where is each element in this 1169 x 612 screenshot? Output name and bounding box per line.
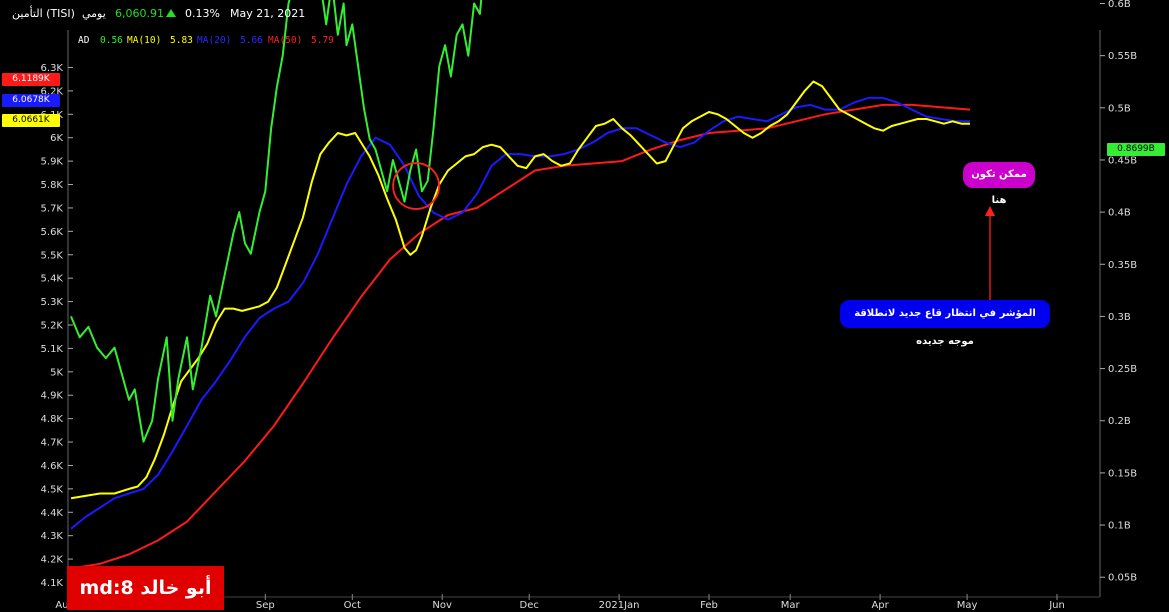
right-axis: 0.05B 0.1B 0.15B 0.2B 0.25B 0.3B 0.35B 0.4B 0.45…	[1100, 0, 1137, 584]
ma10-price-tag: 6.0661K	[2, 114, 60, 127]
series-line-ma20	[70, 96, 970, 530]
callout-possible-here: ممكن تكون هنا	[963, 162, 1035, 206]
left-tick-label: 5.8K	[41, 180, 64, 191]
left-tick-label: 4.5K	[41, 484, 64, 495]
annotation-circles	[392, 162, 441, 210]
price-value: 6,060.91	[115, 7, 164, 20]
legend-ma10-label: MA(10)	[127, 35, 162, 46]
date-label: May 21, 2021	[230, 7, 306, 20]
x-axis: Sep Oct Nov Dec 2021Jan Feb Mar Apr May Jun Aug	[55, 594, 1065, 611]
legend-ma20-label: MA(20)	[197, 35, 232, 46]
series-lines	[70, 0, 971, 570]
x-tick-label: Dec	[520, 600, 539, 611]
up-arrow-icon	[166, 9, 176, 17]
annotation-circle-red	[392, 162, 441, 210]
left-tick-label: 5.5K	[41, 250, 64, 261]
right-tick-label: 0.3B	[1108, 312, 1131, 323]
left-tick-label: 5.1K	[41, 344, 64, 355]
x-tick-label: 2021Jan	[599, 600, 640, 611]
x-tick-label: Feb	[700, 600, 718, 611]
annotation-arrow-head	[985, 206, 995, 216]
right-tick-label: 0.1B	[1108, 521, 1131, 532]
ma50-price-tag: 6.1189K	[2, 73, 60, 86]
x-tick-label: Jun	[1048, 600, 1065, 611]
x-tick-label: May	[957, 600, 978, 611]
left-tick-label: 6K	[50, 133, 63, 144]
author-watermark: md:8 أبو خالد	[67, 566, 224, 610]
ad-price-tag: 0.8699B	[1107, 143, 1165, 156]
right-tick-label: 0.45B	[1108, 155, 1137, 166]
right-tick-label: 0.35B	[1108, 260, 1137, 271]
symbol-name: التأمين (TISI)	[12, 7, 75, 20]
left-tick-label: 4.1K	[41, 578, 64, 589]
series-line-ma10	[70, 80, 970, 500]
series-line-ad	[70, 0, 483, 443]
left-tick-label: 5.4K	[41, 274, 64, 285]
legend-ma50-label: MA(50)	[268, 35, 303, 46]
x-tick-label: Apr	[871, 600, 889, 611]
left-tick-label: 4.4K	[41, 508, 64, 519]
left-tick-label: 5K	[50, 367, 63, 378]
grid-lines	[67, 30, 1101, 598]
period-label: يومي	[82, 7, 106, 20]
ma20-price-tag: 6.0678K	[2, 94, 60, 107]
left-tick-label: 4.7K	[41, 438, 64, 449]
legend-ma20-value: 5.66	[240, 35, 263, 46]
left-tick-label: 5.2K	[41, 320, 64, 331]
left-tick-label: 5.3K	[41, 297, 64, 308]
x-tick-label: Oct	[344, 600, 361, 611]
legend-ad-label: AD	[78, 35, 90, 46]
right-tick-label: 0.5B	[1108, 103, 1131, 114]
x-tick-label: Aug	[55, 600, 75, 611]
left-tick-label: 4.6K	[41, 461, 64, 472]
left-tick-label: 4.2K	[41, 555, 64, 566]
right-tick-label: 0.55B	[1108, 51, 1137, 62]
legend-ad-value: 0.56	[100, 35, 123, 46]
series-line-ma50	[70, 103, 971, 570]
change-percent: 0.13%	[185, 7, 220, 20]
x-tick-label: Mar	[781, 600, 801, 611]
callout-note: المؤشر في انتظار قاع جديد لانطلاقة موجه …	[840, 300, 1050, 347]
x-tick-label: Sep	[256, 600, 275, 611]
left-tick-label: 4.3K	[41, 531, 64, 542]
right-tick-label: 0.05B	[1108, 573, 1137, 584]
legend-ma50-value: 5.79	[311, 35, 334, 46]
left-tick-label: 5.6K	[41, 227, 64, 238]
left-tick-label: 6.3K	[41, 63, 64, 74]
x-tick-label: Nov	[432, 600, 452, 611]
right-tick-label: 0.25B	[1108, 364, 1137, 375]
left-axis: 4.1K 4.2K 4.3K 4.4K 4.5K 4.6K 4.7K 4.8K 4.9K 5K 5.…	[41, 63, 73, 589]
right-tick-label: 0.6B	[1108, 0, 1131, 10]
legend-ma10-value: 5.83	[170, 35, 193, 46]
left-tick-label: 5.9K	[41, 157, 64, 168]
left-tick-label: 5.7K	[41, 203, 64, 214]
right-tick-label: 0.2B	[1108, 416, 1131, 427]
right-tick-label: 0.4B	[1108, 208, 1131, 219]
left-tick-label: 4.8K	[41, 414, 64, 425]
left-tick-label: 4.9K	[41, 391, 64, 402]
right-tick-label: 0.15B	[1108, 468, 1137, 479]
left-tick-label: 6.2K	[41, 86, 64, 97]
